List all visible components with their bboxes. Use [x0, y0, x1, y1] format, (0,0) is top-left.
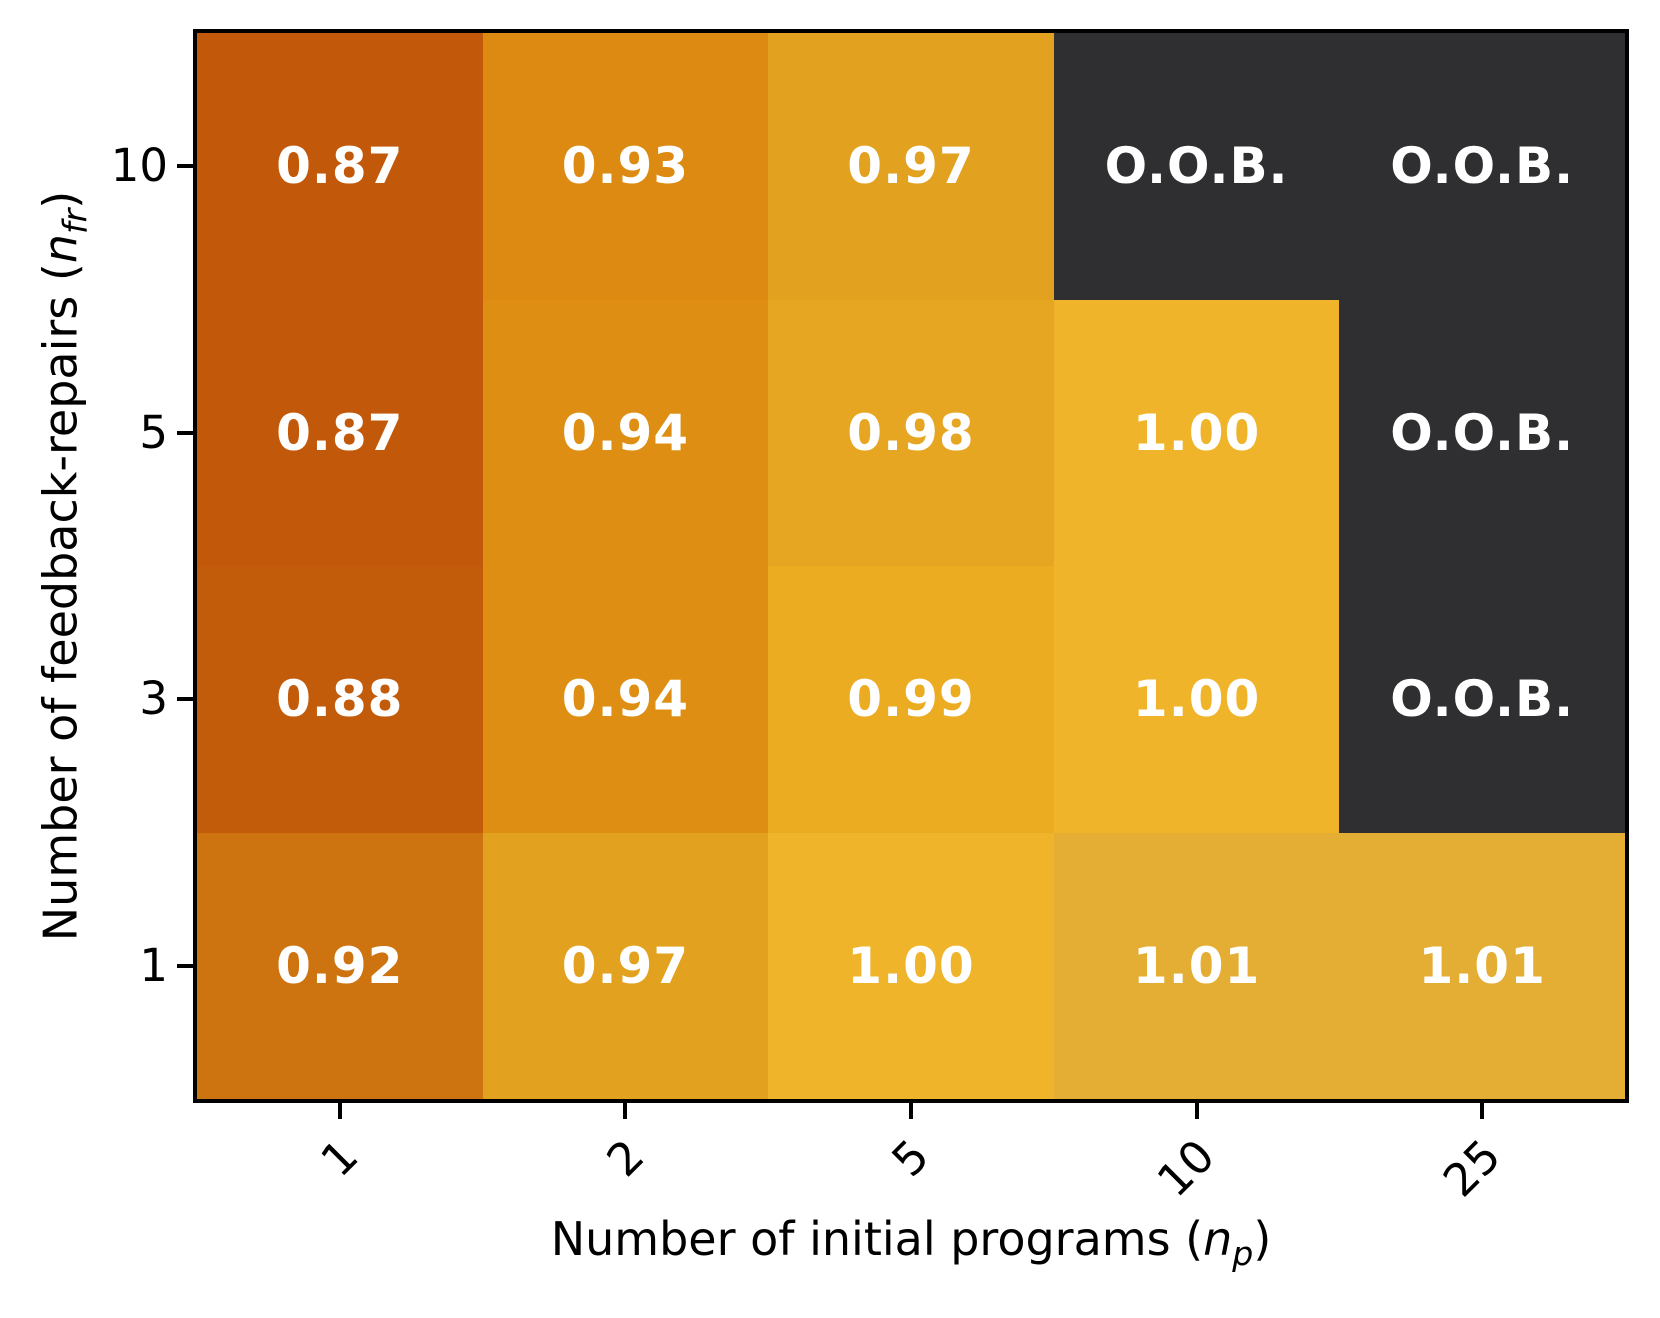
heatmap-cell: 0.98: [768, 299, 1054, 566]
y-axis-label-variable: n: [33, 233, 87, 264]
y-axis-label-box: Number of feedback-repairs (nfr): [20, 33, 100, 1099]
x-tick-label: 10: [1147, 1129, 1226, 1208]
y-axis-label-text: Number of feedback-repairs (: [33, 263, 87, 942]
y-tick-mark: [177, 430, 193, 435]
y-tick-mark: [177, 697, 193, 702]
x-axis-label-close: ): [1253, 1212, 1272, 1266]
y-tick-label: 5: [139, 405, 168, 459]
y-tick-label: 1: [139, 938, 168, 992]
x-tick-label: 1: [310, 1129, 369, 1187]
heatmap-cell: 1.00: [1053, 299, 1340, 566]
cell-value: 1.00: [847, 936, 975, 995]
heatmap-cell-oob: O.O.B.: [1339, 566, 1625, 833]
x-tick-mark: [623, 1103, 628, 1119]
heatmap-cell-oob: O.O.B.: [1339, 33, 1625, 300]
cell-value: 1.00: [1132, 670, 1261, 729]
x-axis-label-subscript: p: [1232, 1234, 1254, 1274]
x-tick-label: 2: [596, 1129, 655, 1187]
x-tick-label: 25: [1432, 1129, 1511, 1208]
y-tick-label: 3: [139, 672, 168, 726]
y-tick-mark: [177, 963, 193, 968]
heatmap-cell: 1.00: [1053, 566, 1340, 833]
x-axis-label: Number of initial programs (np): [197, 1212, 1625, 1270]
heatmap-cell: 0.88: [197, 566, 483, 833]
cell-value: O.O.B.: [1390, 403, 1575, 462]
cell-value: 1.00: [1132, 403, 1261, 462]
heatmap-cell-oob: O.O.B.: [1053, 33, 1340, 300]
x-tick-mark: [909, 1103, 913, 1119]
cell-value: O.O.B.: [1390, 670, 1575, 729]
cell-value: 0.98: [847, 403, 975, 462]
heatmap-cell: 1.01: [1339, 832, 1625, 1099]
cell-value: 0.97: [847, 137, 975, 196]
cell-value: O.O.B.: [1104, 137, 1289, 196]
y-tick-label: 10: [110, 139, 168, 193]
cell-value: 0.93: [561, 137, 690, 196]
heatmap-cell: 1.00: [768, 832, 1054, 1099]
heatmap-plot-area: 0.87 0.93 0.97 O.O.B. O.O.B. 0.87 0.94 0.98 1.00…: [193, 29, 1629, 1103]
cell-value: 1.01: [1132, 936, 1261, 995]
cell-value: 0.92: [276, 936, 404, 995]
x-tick-mark: [1480, 1103, 1485, 1119]
heatmap-cell: 0.94: [482, 299, 769, 566]
heatmap-cell: 1.01: [1053, 832, 1340, 1099]
y-tick-mark: [177, 164, 193, 169]
heatmap-cell: 0.92: [197, 832, 483, 1099]
heatmap-cell-oob: O.O.B.: [1339, 299, 1625, 566]
y-axis-label-close: ): [33, 190, 87, 209]
y-axis-label: Number of feedback-repairs (nfr): [33, 190, 94, 942]
x-tick-mark: [337, 1103, 342, 1119]
x-axis-label-text: Number of initial programs (: [550, 1212, 1204, 1266]
heatmap-cell: 0.87: [197, 33, 483, 300]
x-tick-mark: [1194, 1103, 1199, 1119]
cell-value: 1.01: [1418, 936, 1546, 995]
heatmap-cell: 0.97: [482, 832, 769, 1099]
heatmap-cell: 0.87: [197, 299, 483, 566]
cell-value: 0.97: [561, 936, 690, 995]
heatmap-cell: 0.93: [482, 33, 769, 300]
heatmap-cell: 0.97: [768, 33, 1054, 300]
cell-value: 0.99: [847, 670, 975, 729]
cell-value: 0.87: [276, 403, 404, 462]
y-axis-label-subscript: fr: [55, 208, 95, 234]
cell-value: 0.87: [276, 137, 404, 196]
heatmap-cell: 0.99: [768, 566, 1054, 833]
x-axis-label-variable: n: [1203, 1212, 1233, 1266]
cell-value: 0.94: [561, 403, 690, 462]
heatmap-cell: 0.94: [482, 566, 769, 833]
cell-value: 0.88: [276, 670, 404, 729]
cell-value: O.O.B.: [1390, 137, 1575, 196]
x-tick-label: 5: [881, 1129, 940, 1187]
cell-value: 0.94: [561, 670, 690, 729]
